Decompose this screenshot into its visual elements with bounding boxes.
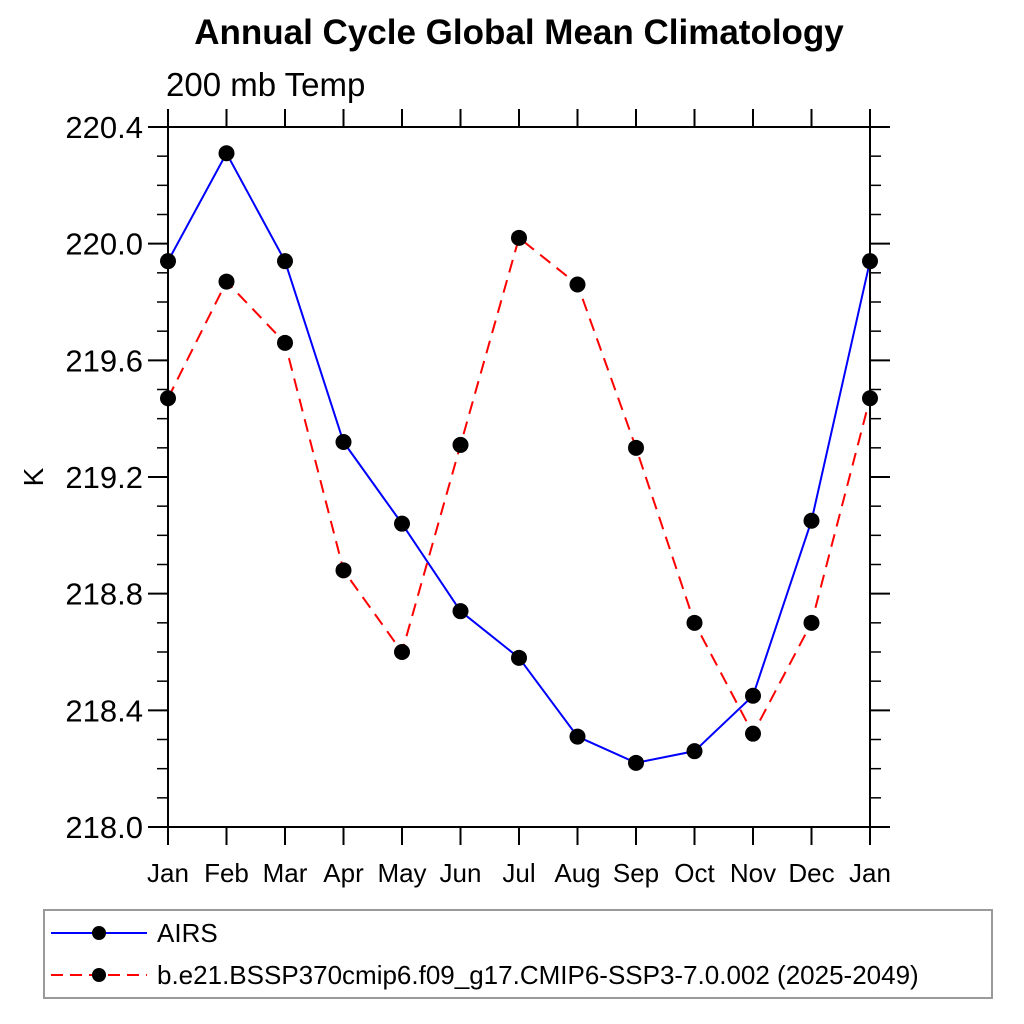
data-point-marker — [335, 434, 352, 450]
x-tick-label: Aug — [554, 858, 600, 888]
data-point-marker — [452, 436, 469, 453]
data-point-marker — [394, 515, 410, 532]
x-tick-label: Nov — [730, 858, 776, 888]
y-tick-label: 218.4 — [65, 693, 143, 728]
data-point-marker — [218, 273, 235, 290]
legend-model-label: b.e21.BSSP370cmip6.f09_g17.CMIP6-SSP3-7.… — [157, 959, 919, 990]
legend-model-line-sample — [51, 968, 147, 982]
x-tick-label: Oct — [674, 858, 715, 888]
data-point-marker — [862, 390, 878, 407]
chart-subtitle: 200 mb Temp — [166, 66, 366, 103]
x-tick-label: Jan — [147, 858, 189, 888]
data-point-marker — [277, 253, 293, 270]
data-point-marker — [745, 725, 761, 742]
data-point-marker — [803, 614, 820, 631]
series-airs — [160, 145, 878, 771]
y-tick-label: 218.8 — [65, 577, 143, 612]
legend-airs-line-sample — [51, 926, 147, 940]
data-point-marker — [569, 728, 586, 745]
plot-frame — [167, 126, 871, 828]
data-point-marker — [686, 614, 703, 631]
y-tick-label: 219.2 — [65, 460, 143, 495]
x-tick-label: Apr — [323, 858, 364, 888]
data-point-marker — [160, 253, 176, 270]
y-tick-label: 219.6 — [65, 343, 143, 378]
data-point-marker — [511, 649, 527, 666]
x-tick-label: Feb — [204, 858, 249, 888]
data-point-marker — [569, 276, 586, 293]
x-axis-ticks — [167, 109, 871, 845]
x-tick-label: Jun — [440, 858, 482, 888]
data-point-marker — [745, 687, 761, 704]
data-point-marker — [160, 390, 176, 407]
x-tick-label: Jan — [849, 858, 891, 888]
y-tick-label: 220.4 — [65, 110, 143, 145]
x-tick-label: May — [377, 858, 426, 888]
data-point-marker — [628, 439, 644, 456]
x-tick-label: Mar — [263, 858, 308, 888]
legend-sample-marker — [92, 968, 106, 982]
y-tick-label: 220.0 — [65, 227, 143, 262]
y-tick-labels: 218.0 218.4 218.8 219.2 219.6 220.0 220.4 — [65, 110, 143, 845]
data-point-marker — [511, 229, 527, 246]
data-point-marker — [803, 512, 820, 529]
series-model — [160, 229, 878, 742]
data-point-marker — [394, 644, 410, 660]
legend: AIRS b.e21.BSSP370cmip6.f09_g17.CMIP6-SS… — [43, 909, 993, 999]
data-point-marker — [452, 603, 469, 620]
data-point-marker — [218, 145, 235, 162]
legend-row-model: b.e21.BSSP370cmip6.f09_g17.CMIP6-SSP3-7.… — [49, 953, 919, 997]
x-tick-label: Jul — [502, 858, 535, 888]
chart-title: Annual Cycle Global Mean Climatology — [194, 13, 844, 52]
legend-airs-label: AIRS — [157, 917, 218, 948]
data-point-marker — [277, 334, 293, 351]
data-point-marker — [686, 743, 703, 760]
legend-sample-marker — [92, 926, 106, 940]
x-tick-label: Dec — [788, 858, 834, 888]
legend-row-airs: AIRS — [49, 911, 218, 955]
y-tick-label: 218.0 — [65, 810, 143, 845]
data-point-marker — [335, 562, 352, 579]
y-axis-ticks — [148, 126, 890, 828]
data-point-marker — [628, 754, 644, 771]
x-tick-label: Sep — [613, 858, 659, 888]
data-point-marker — [862, 253, 878, 270]
x-tick-labels: Jan Feb Mar Apr May Jun Jul Aug Sep Oct Nov Dec Jan — [147, 858, 891, 888]
